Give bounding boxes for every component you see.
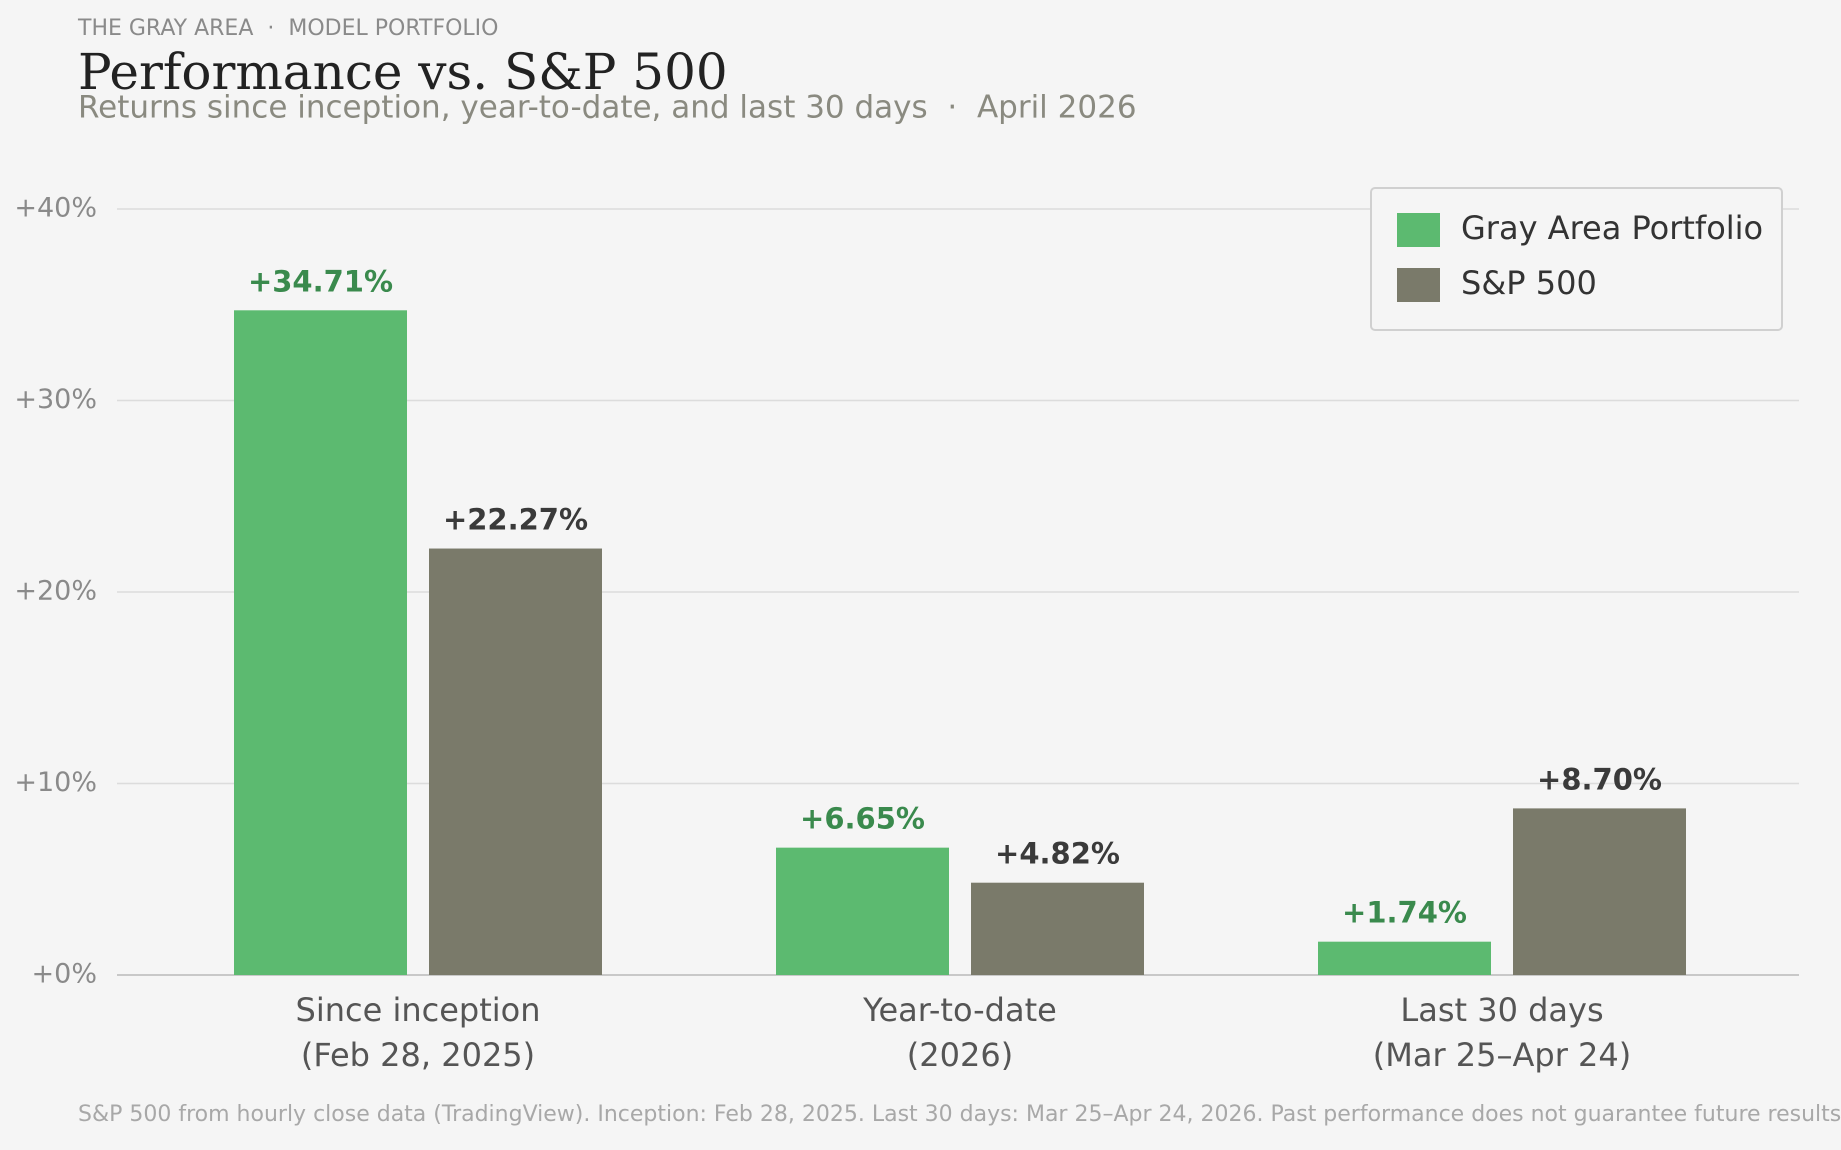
x-tick-label: Since inception xyxy=(296,991,541,1029)
footnote: S&P 500 from hourly close data (TradingV… xyxy=(78,1102,1841,1127)
value-label: +6.65% xyxy=(800,802,925,836)
bar xyxy=(234,310,407,976)
x-tick-label: Last 30 days xyxy=(1400,991,1603,1029)
x-tick-label: Year-to-date xyxy=(862,991,1057,1029)
legend-swatch xyxy=(1397,268,1440,302)
value-label: +34.71% xyxy=(248,264,393,298)
value-label: +22.27% xyxy=(443,503,588,537)
legend-label: S&P 500 xyxy=(1461,264,1597,302)
y-tick-label: +0% xyxy=(32,959,97,990)
bar xyxy=(1513,808,1686,975)
legend-box xyxy=(1370,187,1783,331)
x-tick-label: (Mar 25–Apr 24) xyxy=(1373,1036,1631,1074)
x-tick-label: (Feb 28, 2025) xyxy=(301,1036,535,1074)
legend-swatch xyxy=(1397,213,1440,247)
y-tick-label: +30% xyxy=(14,384,97,415)
bar xyxy=(429,548,602,975)
y-tick-label: +20% xyxy=(14,576,97,607)
value-label: +1.74% xyxy=(1342,896,1467,930)
y-tick-label: +40% xyxy=(14,193,97,224)
bar xyxy=(971,882,1144,975)
value-label: +4.82% xyxy=(995,837,1120,871)
legend-label: Gray Area Portfolio xyxy=(1461,209,1763,247)
kicker: THE GRAY AREA · MODEL PORTFOLIO xyxy=(77,16,498,41)
bar xyxy=(1318,941,1491,975)
x-tick-label: (2026) xyxy=(907,1036,1013,1074)
chart-title: Performance vs. S&P 500 xyxy=(78,43,728,101)
value-label: +8.70% xyxy=(1537,762,1662,796)
bar xyxy=(776,847,949,975)
chart-subtitle: Returns since inception, year-to-date, a… xyxy=(78,90,1137,126)
y-tick-label: +10% xyxy=(14,767,97,798)
